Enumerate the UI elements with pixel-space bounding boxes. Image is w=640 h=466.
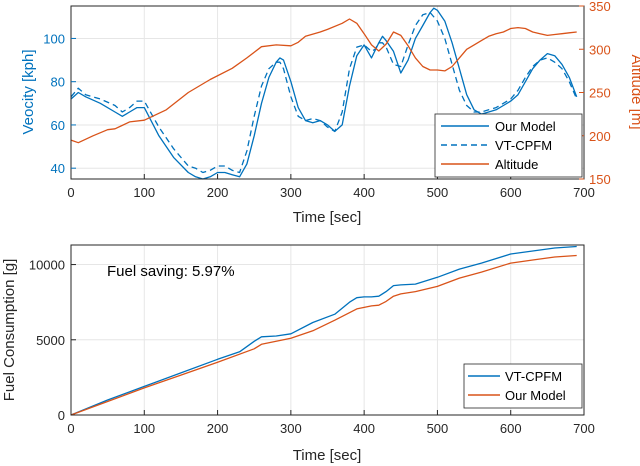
plot2-xtick-label: 500 bbox=[427, 421, 449, 436]
plot1-ytick-right-label: 350 bbox=[589, 0, 611, 14]
plot1-xtick-label: 100 bbox=[133, 185, 155, 200]
plot2-ytick-label: 5000 bbox=[36, 333, 65, 348]
velocity-altitude-plot: 0 100 200 300 400 500 600 700 40 60 80 100 150 200 250… bbox=[20, 0, 640, 226]
plot2-xtick-label: 100 bbox=[133, 421, 155, 436]
plot1-xtick-label: 0 bbox=[67, 185, 74, 200]
legend-label-altitude: Altitude bbox=[495, 157, 538, 172]
plot1-xtick-label: 300 bbox=[280, 185, 302, 200]
plot1-ytick-left-label: 80 bbox=[51, 75, 65, 90]
series-line-vt-cpfm bbox=[70, 11, 578, 174]
plot1-ytick-right-label: 150 bbox=[589, 172, 611, 187]
plot1-xtick-label: 600 bbox=[500, 185, 522, 200]
series-line-altitude bbox=[70, 18, 577, 144]
legend2-label-our-model: Our Model bbox=[505, 388, 566, 403]
plot1-ytick-right-label: 250 bbox=[589, 86, 611, 101]
plot1-ytick-left-label: 60 bbox=[51, 118, 65, 133]
plot2-frame bbox=[70, 244, 585, 416]
plot2-xtick-label: 200 bbox=[207, 421, 229, 436]
plot1-xtick-label: 400 bbox=[353, 185, 375, 200]
plot2-ylabel: Fuel Consumption [g] bbox=[1, 259, 18, 402]
plot1-ytick-left-label: 40 bbox=[51, 161, 65, 176]
plot1-ytick-left-label: 100 bbox=[43, 31, 65, 46]
plot1-xlabel: Time [sec] bbox=[293, 209, 362, 226]
plot2-ytick-label: 0 bbox=[58, 408, 65, 423]
plot1-ylabel-left: Veocity [kph] bbox=[20, 49, 37, 134]
fuel-saving-annotation: Fuel saving: 5.97% bbox=[107, 263, 235, 280]
plot1-ylabel-right: Altitude [m] bbox=[628, 54, 640, 129]
fuel-consumption-plot: 0 100 200 300 400 500 600 700 0 5000 10000 Time [s… bbox=[1, 244, 595, 464]
plot2-xtick-label: 300 bbox=[280, 421, 302, 436]
plot1-legend-box bbox=[434, 113, 583, 178]
plot2-xtick-label: 400 bbox=[353, 421, 375, 436]
plot1-ytick-right-label: 300 bbox=[589, 42, 611, 57]
plot2-legend: VT-CPFM Our Model bbox=[463, 363, 583, 409]
plot2-xtick-label: 0 bbox=[67, 421, 74, 436]
plot1-xtick-label: 200 bbox=[207, 185, 229, 200]
plot2-ytick-label: 10000 bbox=[29, 258, 65, 273]
series-line-our-model bbox=[70, 7, 578, 180]
plot1-xtick-label: 700 bbox=[573, 185, 595, 200]
plot1-legend: Our Model VT-CPFM Altitude bbox=[434, 113, 583, 178]
plot2-legend-box bbox=[463, 363, 583, 409]
plot2-xtick-label: 600 bbox=[500, 421, 522, 436]
fuel-series-line-our-model bbox=[70, 254, 577, 416]
legend-label-vt-cpfm: VT-CPFM bbox=[495, 138, 552, 153]
plot1-xtick-label: 500 bbox=[427, 185, 449, 200]
plot2-xtick-label: 700 bbox=[573, 421, 595, 436]
fuel-series-line-vt-cpfm bbox=[70, 245, 577, 416]
plot2-xlabel: Time [sec] bbox=[293, 447, 362, 464]
legend-label-our-model: Our Model bbox=[495, 119, 556, 134]
legend2-label-vt-cpfm: VT-CPFM bbox=[505, 369, 562, 384]
plot1-ytick-right-label: 200 bbox=[589, 129, 611, 144]
